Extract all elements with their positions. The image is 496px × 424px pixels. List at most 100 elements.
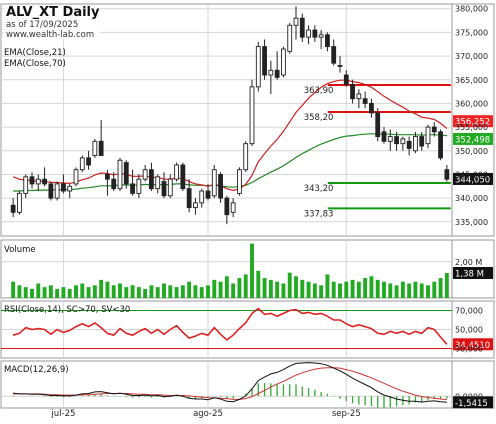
macd-pane-frame	[0, 360, 453, 409]
volume-bar	[438, 278, 443, 298]
candle-body	[413, 136, 418, 152]
volume-bar	[36, 283, 41, 298]
candle-body	[205, 190, 211, 199]
volume-bar	[356, 281, 361, 298]
candle-body	[67, 185, 73, 192]
volume-bar	[136, 287, 141, 298]
volume-bar	[218, 281, 223, 298]
volume-bar	[319, 285, 324, 298]
price-tick-label: 370,000	[455, 52, 488, 61]
candle-body	[431, 126, 437, 133]
volume-bar	[419, 283, 424, 298]
price-tag-label: 344,050	[455, 175, 490, 185]
candle-body	[92, 140, 98, 156]
rsi-tick-label: 30,000	[455, 345, 483, 354]
volume-bar	[111, 285, 116, 298]
candle-body	[369, 102, 374, 114]
candle-body	[293, 17, 299, 26]
volume-bar	[99, 279, 104, 298]
candle-body	[425, 126, 431, 145]
candle-body	[73, 169, 79, 185]
volume-bar	[300, 279, 305, 298]
price-tag-label: 356,252	[455, 118, 490, 128]
volume-bar	[174, 287, 179, 298]
volume-bar	[48, 285, 53, 298]
level-label: 343,20	[304, 184, 334, 194]
price-tick-label: 340,000	[455, 194, 488, 203]
header-backdrop	[4, 5, 100, 39]
price-tick-label: 360,000	[455, 99, 488, 108]
candle-body	[224, 197, 230, 216]
candle-body	[29, 176, 35, 185]
volume-bar	[369, 276, 374, 298]
candle-body	[325, 34, 330, 48]
volume-bar	[162, 283, 166, 298]
candle-body	[299, 17, 305, 38]
candle-body	[105, 173, 110, 180]
volume-bar	[74, 285, 78, 298]
price-tag	[453, 115, 493, 128]
candle-body	[211, 169, 217, 197]
volume-bar	[350, 279, 355, 298]
rsi-tag-label: 34,4510	[455, 341, 490, 351]
volume-bar	[426, 285, 430, 298]
volume-bar	[287, 272, 292, 298]
volume-bar	[382, 281, 386, 298]
volume-bar	[105, 281, 110, 298]
volume-tick-label: 2,00 M	[455, 258, 482, 267]
volume-bar	[306, 281, 311, 298]
candle-body	[218, 173, 223, 199]
candle-body	[123, 162, 129, 185]
candle-body	[262, 46, 267, 76]
volume-bar	[149, 285, 154, 298]
x-tick-label: ago-25	[193, 409, 223, 419]
volume-bar	[281, 283, 286, 298]
price-tick-label: 335,000	[455, 218, 488, 227]
candle-body	[394, 136, 399, 145]
candle-body	[343, 74, 349, 85]
candle-body	[155, 176, 161, 190]
candle-body	[61, 183, 66, 192]
candle-body	[23, 176, 29, 194]
candle-body	[174, 164, 179, 180]
candle-body	[287, 24, 293, 52]
candle-body	[381, 131, 387, 142]
macd-label: MACD(12,26,9)	[4, 365, 69, 375]
volume-label: Volume	[4, 245, 36, 255]
volume-bar	[199, 287, 204, 298]
volume-bar	[55, 288, 60, 298]
volume-bar	[256, 270, 261, 298]
volume-bar	[325, 274, 330, 298]
candle-body	[149, 169, 154, 190]
volume-bar	[444, 272, 449, 298]
price-tick-label: 380,000	[455, 5, 488, 14]
volume-bar	[432, 281, 437, 298]
volume-bar	[331, 281, 336, 298]
volume-tag-label: 1,38 M	[455, 269, 484, 279]
candle-body	[281, 48, 286, 76]
volume-bar	[394, 285, 399, 298]
candle-body	[362, 98, 368, 104]
volume-bar	[180, 285, 185, 298]
candle-body	[230, 202, 236, 213]
volume-bar	[312, 283, 317, 298]
candle-body	[237, 169, 242, 194]
candle-body	[306, 29, 311, 38]
volume-bar	[206, 285, 210, 298]
candle-body	[444, 169, 450, 180]
price-tick-label: 345,000	[455, 170, 488, 179]
rsi-tick-label: 70,000	[455, 307, 483, 316]
candle-body	[337, 65, 343, 68]
rsi-tag	[453, 338, 493, 351]
x-tick-label: jul-25	[50, 409, 75, 419]
volume-bar	[67, 288, 72, 298]
volume-bar	[224, 276, 229, 298]
volume-bar	[243, 274, 248, 298]
candle-body	[274, 69, 280, 78]
candle-body	[318, 34, 324, 38]
candle-body	[193, 202, 198, 209]
candle-body	[375, 112, 381, 138]
ema70-legend: EMA(Close,70)	[4, 59, 66, 69]
